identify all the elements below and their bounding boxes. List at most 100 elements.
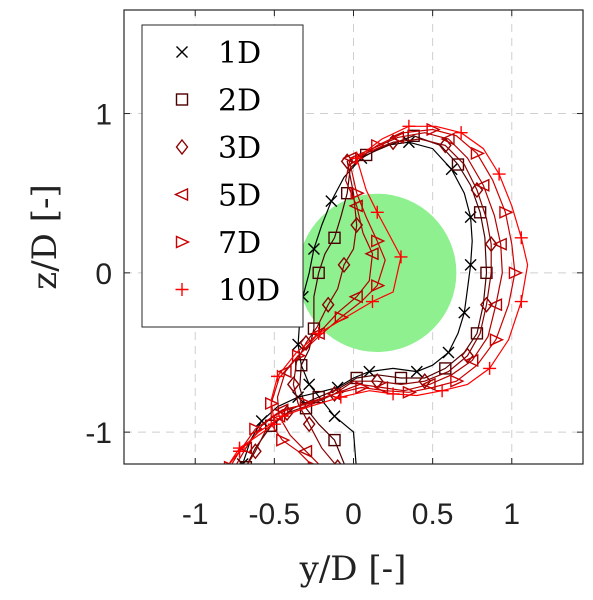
legend-marker-3D [175,138,189,156]
data-point-10D [492,167,506,181]
data-point-2D [394,371,408,385]
data-point-10D [334,390,348,404]
data-point-3D [337,256,351,274]
data-point-7D [489,333,505,347]
y-tick-label: 0 [95,258,112,291]
series-line-3D [247,138,492,464]
legend-box [141,24,304,328]
data-point-10D [483,361,497,375]
data-point-3D [302,416,316,433]
data-point-5D [464,353,479,368]
data-point-10D [275,409,289,423]
x-axis-label: y/D [-] [299,549,407,589]
data-point-7D [355,380,370,395]
data-point-7D [508,266,524,280]
legend-item-3D: 3D [175,131,261,166]
data-point-1D [445,163,458,176]
data-point-7D [299,396,315,411]
data-point-2D [328,433,341,447]
series-10D [228,119,529,464]
legend-marker-2D [175,93,189,106]
data-point-10D [394,250,408,264]
data-point-5D [364,247,379,261]
data-point-7D [470,146,486,160]
legend-label: 1D [218,36,261,71]
data-point-5D [297,444,313,458]
legend-marker-10D [175,283,189,296]
data-point-10D [402,119,416,133]
data-point-10D [435,384,449,398]
data-point-10D [514,231,528,245]
data-point-7D [350,186,365,200]
data-point-1D [410,365,423,378]
y-axis-label: z/D [-] [25,184,65,289]
data-point-10D [370,205,384,219]
data-point-5D [326,387,341,401]
legend-item-2D: 2D [175,84,261,119]
data-point-5D [440,132,455,146]
legend-item-5D: 5D [173,179,261,214]
data-point-1D [325,195,338,208]
data-point-10D [233,444,247,458]
data-point-2D [350,371,363,385]
y-tick-label: -1 [85,417,112,450]
data-series-group [223,119,529,477]
data-point-10D [350,151,364,165]
data-point-7D [276,433,291,447]
data-point-2D [239,460,253,464]
legend-item-10D: 10D [175,274,280,309]
data-point-2D [451,158,465,171]
data-point-3D [484,236,498,253]
data-point-7D [499,205,514,219]
legend-label: 2D [218,84,261,119]
legend-label: 5D [218,179,261,214]
data-point-2D [439,362,452,375]
axis-ticks: -1 -0.5 0 0.5 1 -1 0 1 [85,10,583,531]
legend-item-1D: 1D [176,36,261,71]
data-point-1D [458,306,471,319]
data-point-7D [249,422,264,436]
legend-item-7D: 7D [175,226,261,261]
data-point-2D [328,231,341,244]
series-line-1D [242,141,473,464]
data-point-10D [365,295,379,309]
data-point-2D [312,266,325,280]
data-point-7D [291,349,307,363]
legend-marker-5D [173,187,189,202]
data-point-3D [438,137,452,154]
series-line-5D [235,132,503,464]
data-point-5D [348,290,363,304]
data-point-2D [340,186,354,200]
legend-label: 3D [218,131,261,166]
data-point-1D [328,410,341,423]
data-point-10D [271,369,285,383]
data-point-3D [286,376,300,393]
data-point-10D [312,326,326,340]
legend-label: 10D [218,274,280,309]
data-point-5D [421,377,436,391]
data-point-5D [475,178,490,192]
series-line-7D [231,128,516,464]
x-tick-label: -1 [182,498,209,531]
data-point-3D [328,385,341,403]
data-point-5D [492,237,507,251]
data-point-7D [450,374,465,388]
legend-marker-1D [176,46,188,58]
data-point-1D [307,242,320,255]
x-tick-label: 0.5 [412,498,454,531]
series-1D [236,136,477,477]
data-point-1D [351,466,362,477]
legend-label: 7D [218,226,261,261]
data-point-5D [389,130,405,145]
data-point-3D [480,296,493,313]
data-point-3D [340,153,354,170]
data-point-5D [487,298,503,312]
data-point-3D [321,296,335,313]
x-tick-label: -0.5 [249,498,301,531]
legend: 1D 2D 3D 5D 7D 10D [141,24,304,328]
data-point-1D [464,258,477,271]
data-point-2D [480,266,493,280]
data-point-7D [371,234,386,248]
data-point-7D [371,278,386,293]
